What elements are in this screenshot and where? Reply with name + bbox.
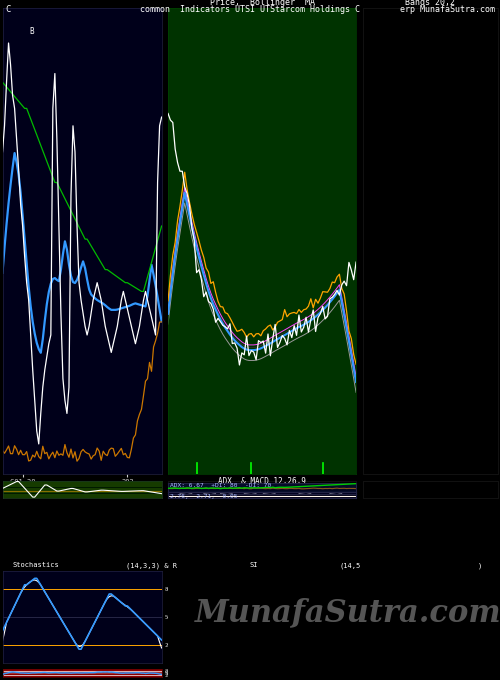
Text: common  Indicators UTSI UTStarcom Holdings C: common Indicators UTSI UTStarcom Holding… — [140, 5, 360, 14]
Title: Bands 20,2: Bands 20,2 — [405, 0, 455, 7]
Text: ADX  & MACD 12,26,9: ADX & MACD 12,26,9 — [218, 477, 306, 486]
Text: C: C — [5, 5, 10, 14]
Text: 2.76,  2.71,  0.05: 2.76, 2.71, 0.05 — [170, 494, 237, 499]
Text: erp MunafaSutra.com: erp MunafaSutra.com — [400, 5, 495, 14]
Text: (14,3,3) & R: (14,3,3) & R — [126, 562, 177, 568]
Title: Price,  Bollinger  MA: Price, Bollinger MA — [210, 0, 314, 7]
Text: (14,5: (14,5 — [339, 562, 360, 568]
Text: Stochastics: Stochastics — [12, 562, 59, 568]
Text: B: B — [30, 27, 34, 36]
Text: ): ) — [478, 562, 482, 568]
Text: ADX: 6.67  +DI: 80  -DI: 70: ADX: 6.67 +DI: 80 -DI: 70 — [170, 483, 271, 488]
Text: MunafaSutra.com: MunafaSutra.com — [194, 597, 500, 628]
Text: SI: SI — [250, 562, 258, 568]
